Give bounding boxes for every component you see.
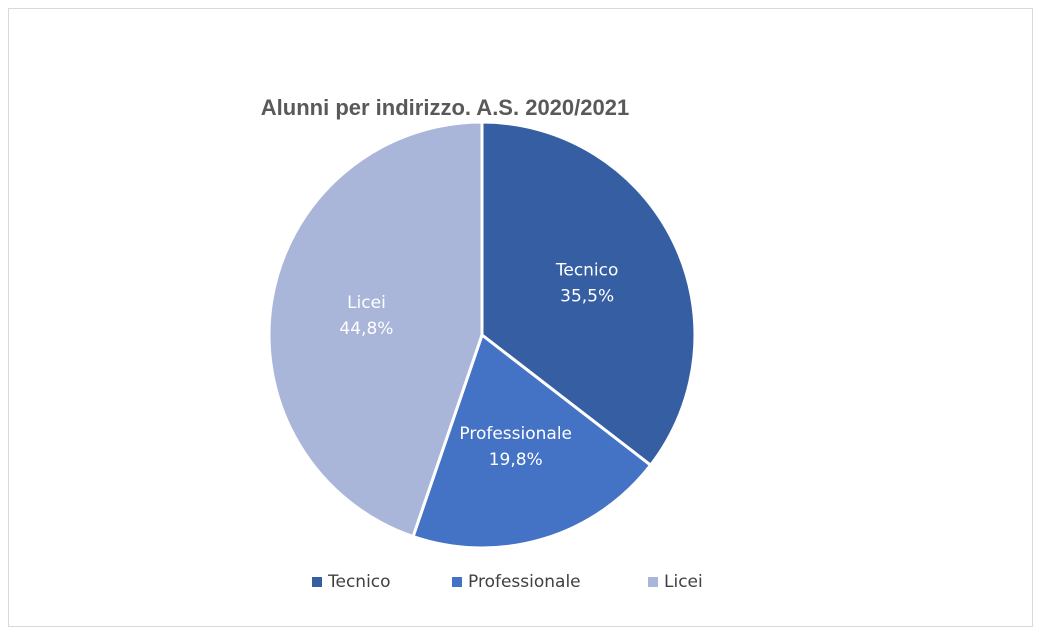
chart-title: Alunni per indirizzo. A.S. 2020/2021 <box>261 95 629 120</box>
pie-slice <box>411 332 653 550</box>
legend-label: Tecnico <box>327 572 391 592</box>
legend-swatch <box>648 577 658 587</box>
legend-swatch <box>452 577 462 587</box>
data-label-value: 44,8% <box>339 319 393 339</box>
legend-label: Professionale <box>468 572 581 592</box>
data-label-value: 19,8% <box>489 450 543 470</box>
data-label-category: Licei <box>347 293 386 313</box>
data-label-category: Professionale <box>459 424 572 444</box>
data-label-value: 35,5% <box>560 286 614 306</box>
legend-label: Licei <box>664 572 703 592</box>
pie-slice <box>267 120 484 539</box>
pie-slice <box>480 120 697 468</box>
legend-swatch <box>312 577 322 587</box>
data-label-category: Tecnico <box>555 260 619 280</box>
